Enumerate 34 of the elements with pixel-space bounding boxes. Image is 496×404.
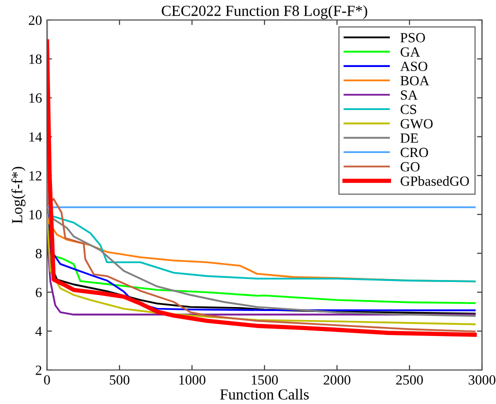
legend-label: GPbasedGO	[400, 176, 469, 186]
y-tick-label: 20	[28, 16, 42, 25]
x-tick-label: 2500	[396, 375, 423, 385]
legend-label: GA	[400, 47, 420, 57]
x-tick-label: 3000	[468, 375, 496, 385]
legend-label: BOA	[400, 76, 430, 86]
y-tick-label: 8	[36, 248, 42, 258]
y-tick-label: 2	[36, 366, 42, 375]
legend-label: GO	[400, 162, 420, 172]
x-tick-label: 1000	[179, 375, 206, 385]
legend-label: PSO	[400, 33, 425, 42]
legend-label: ASO	[400, 62, 428, 72]
legend-label: SA	[400, 90, 418, 100]
legend-label: GWO	[400, 119, 433, 129]
line-series	[47, 232, 476, 316]
legend-label: DE	[400, 134, 418, 143]
y-tick-label: 18	[29, 54, 42, 64]
x-tick-label: 1500	[252, 375, 278, 385]
y-tick-label: 10	[29, 210, 42, 220]
y-tick-label: 14	[29, 132, 42, 142]
line-series	[47, 198, 476, 332]
y-tick-label: 6	[36, 288, 42, 298]
legend-label: CRO	[400, 148, 428, 158]
y-tick-label: 12	[29, 171, 42, 180]
x-tick-label: 2000	[324, 375, 350, 385]
x-tick-label: 500	[110, 375, 130, 385]
line-series	[47, 214, 476, 326]
y-axis-title: Log(f-f*)	[11, 166, 26, 224]
y-tick-label: 4	[35, 326, 42, 336]
legend-label: CS	[400, 104, 416, 114]
x-tick-label: 0	[44, 375, 50, 385]
y-tick-label: 16	[29, 93, 42, 103]
x-axis-title: Function Calls	[220, 388, 309, 400]
chart-title: CEC2022 Function F8 Log(F-F*)	[162, 5, 368, 20]
